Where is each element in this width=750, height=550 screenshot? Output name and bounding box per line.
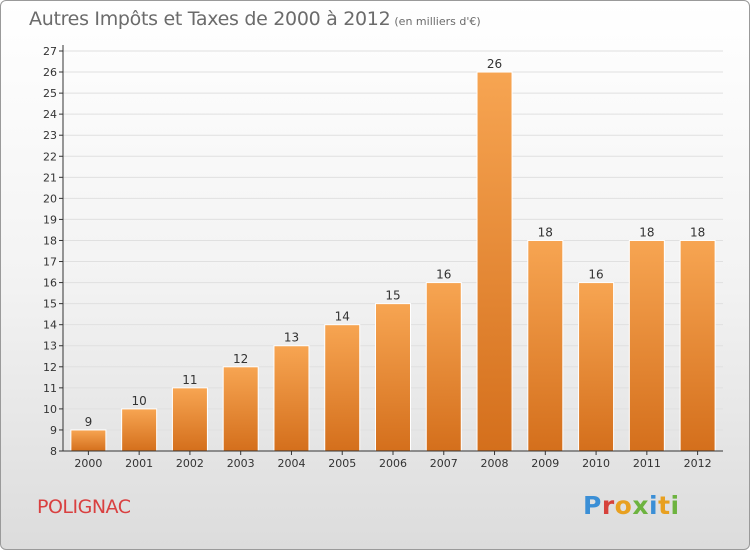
data-label-2000: 9: [85, 415, 93, 429]
logo-letter: P: [583, 491, 602, 520]
chart-title: Autres Impôts et Taxes de 2000 à 2012 (en…: [29, 8, 481, 30]
y-tick-label: 10: [43, 403, 57, 416]
x-tick-label-2008: 2008: [481, 457, 509, 470]
bar-2002: [171, 387, 208, 452]
x-tick-label-2006: 2006: [379, 457, 407, 470]
y-tick-label: 17: [43, 256, 57, 269]
data-label-2007: 16: [436, 268, 451, 282]
data-label-2010: 16: [588, 268, 603, 282]
y-tick-label: 12: [43, 361, 57, 374]
chart-unit: (en milliers d'€): [394, 15, 481, 28]
x-tick-label-2010: 2010: [582, 457, 610, 470]
proxiti-logo: Proxiti: [583, 491, 680, 520]
axes: 8 9 10 11 12 13 14 15 16 17 18 19 20 21 22 23 24 25 26 27 20…: [43, 45, 723, 470]
data-label-2004: 13: [284, 331, 299, 345]
x-tick-label-2012: 2012: [684, 457, 712, 470]
bar-2004: [273, 345, 310, 452]
data-label-2002: 11: [182, 373, 197, 387]
data-label-2009: 18: [538, 225, 553, 239]
y-tick-label: 11: [43, 382, 57, 395]
x-tick-label-2002: 2002: [176, 457, 204, 470]
y-tick-label: 23: [43, 129, 57, 142]
y-tick-label: 24: [43, 108, 57, 121]
y-tick-label: 14: [43, 319, 57, 332]
x-tick-label-2009: 2009: [531, 457, 559, 470]
bar-2011: [628, 239, 665, 452]
y-tick-label: 21: [43, 171, 57, 184]
y-tick-label: 25: [43, 87, 57, 100]
y-tick-label: 20: [43, 192, 57, 205]
bar-2008: [476, 71, 513, 452]
x-tick-label-2004: 2004: [277, 457, 305, 470]
logo-letter: x: [632, 491, 649, 520]
bar-2010: [578, 282, 615, 452]
data-label-2012: 18: [690, 225, 705, 239]
data-label-2011: 18: [639, 225, 654, 239]
commune-name: POLIGNAC: [37, 496, 131, 518]
chart-title-text: Autres Impôts et Taxes de 2000 à 2012: [29, 8, 391, 30]
y-tick-label: 16: [43, 277, 57, 290]
data-label-2003: 12: [233, 352, 248, 366]
logo-letter: t: [658, 491, 671, 520]
y-tick-label: 18: [43, 234, 57, 247]
x-tick-label-2001: 2001: [125, 457, 153, 470]
bar-2000: [70, 429, 107, 452]
y-tick-label: 9: [50, 424, 57, 437]
y-tick-label: 22: [43, 150, 57, 163]
x-tick-label-2005: 2005: [328, 457, 356, 470]
data-label-2006: 15: [385, 289, 400, 303]
y-tick-label: 26: [43, 66, 57, 79]
bars: [70, 71, 716, 452]
y-tick-label: 19: [43, 213, 57, 226]
bar-2009: [527, 239, 564, 452]
data-label-2008: 26: [487, 57, 502, 71]
logo-letter: i: [649, 491, 659, 520]
bar-2007: [425, 282, 462, 452]
logo-letter: o: [614, 491, 633, 520]
y-tick-label: 27: [43, 45, 57, 58]
x-tick-label-2007: 2007: [430, 457, 458, 470]
data-label-2001: 10: [132, 394, 147, 408]
y-tick-label: 13: [43, 340, 57, 353]
x-tick-label-2003: 2003: [227, 457, 255, 470]
bar-2005: [324, 324, 361, 452]
logo-letter: i: [670, 491, 680, 520]
bar-2006: [375, 303, 411, 452]
x-tick-label-2000: 2000: [74, 457, 102, 470]
x-tick-label-2011: 2011: [633, 457, 661, 470]
bar-2003: [222, 366, 259, 452]
bar-2001: [121, 408, 158, 452]
data-label-2005: 14: [335, 310, 350, 324]
bar-2012: [679, 239, 716, 452]
data-labels: 9 10 11 12 13 14 15 16 26 18 16 18 18: [85, 57, 706, 429]
y-tick-label: 15: [43, 298, 57, 311]
logo-letter: r: [601, 491, 615, 520]
y-tick-label: 8: [50, 445, 57, 458]
